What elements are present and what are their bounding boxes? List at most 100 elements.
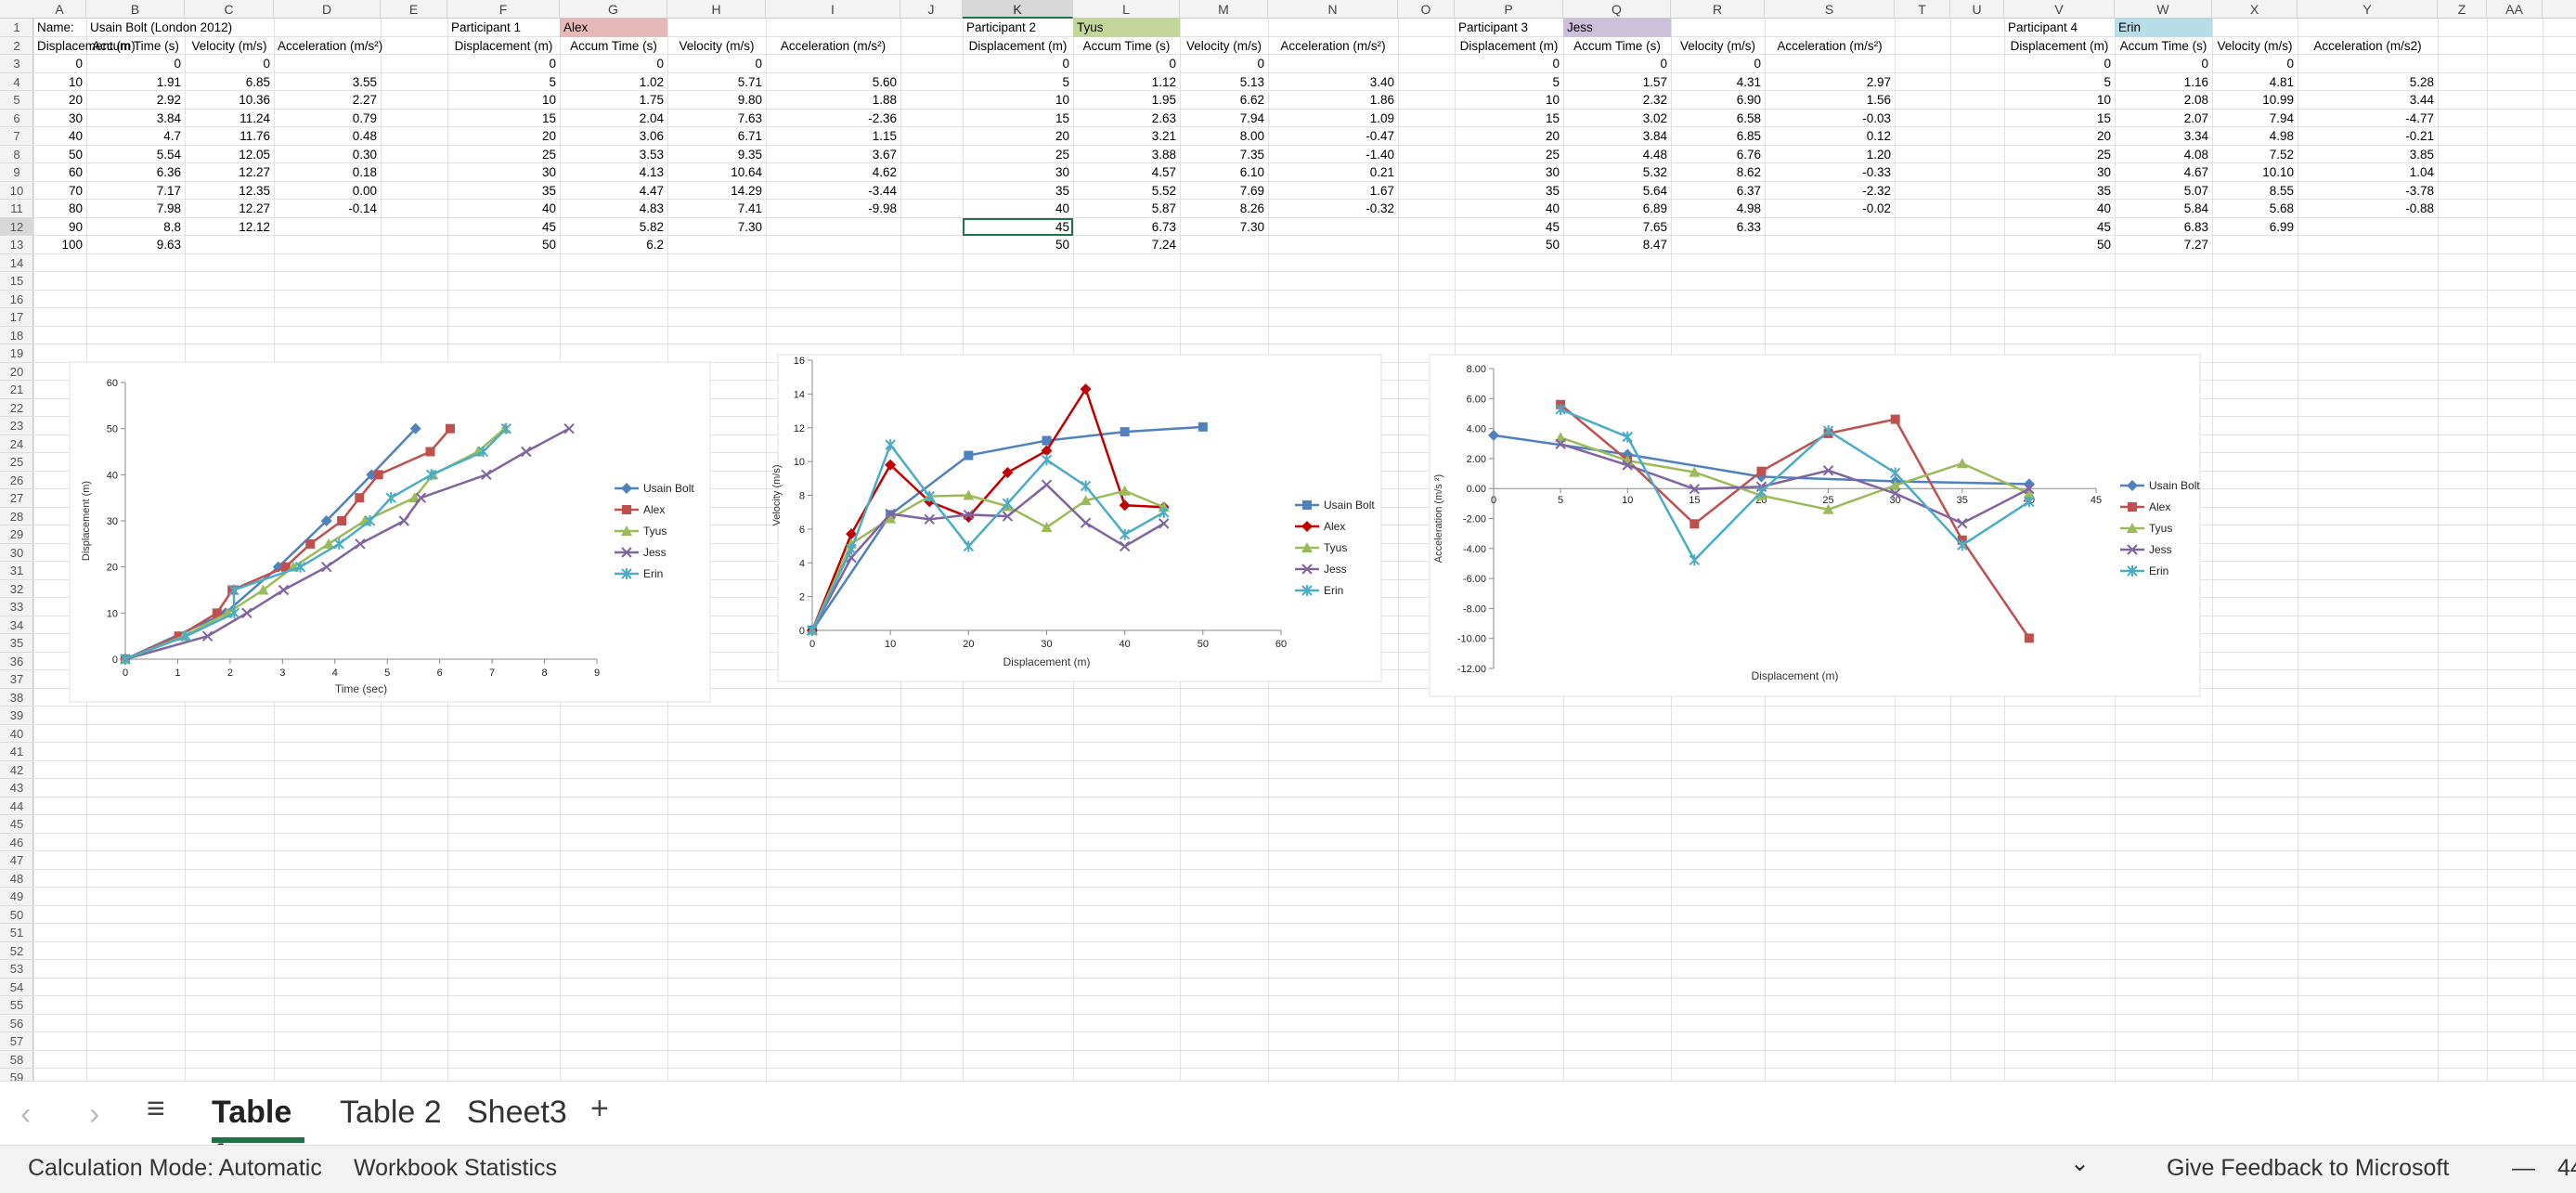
column-header-f[interactable]: F: [447, 0, 560, 19]
row-header-1[interactable]: 1: [0, 19, 33, 37]
p3-data-cell[interactable]: 35: [1545, 183, 1560, 198]
p3-data-cell[interactable]: 4.98: [1736, 201, 1761, 215]
row-header-43[interactable]: 43: [0, 779, 33, 797]
p3-data-cell[interactable]: -0.33: [1862, 165, 1891, 179]
p3-data-cell[interactable]: 0: [1660, 57, 1667, 71]
row-header-20[interactable]: 20: [0, 363, 33, 381]
column-header-r[interactable]: R: [1671, 0, 1765, 19]
usain-data-cell[interactable]: 11.24: [239, 110, 270, 125]
usain-data-cell[interactable]: 10.36: [239, 93, 270, 107]
usain-data-cell[interactable]: 7.17: [156, 183, 181, 198]
usain-data-cell[interactable]: 4.7: [163, 129, 181, 143]
series-erin[interactable]: Erin: [1555, 403, 2168, 577]
row-header-37[interactable]: 37: [0, 670, 33, 689]
column-header-d[interactable]: D: [274, 0, 381, 19]
p1-data-cell[interactable]: 0: [755, 57, 762, 71]
p1-data-cell[interactable]: -2.36: [868, 110, 897, 125]
column-header-c[interactable]: C: [185, 0, 274, 19]
p2-data-cell[interactable]: 8.00: [1239, 129, 1264, 143]
p2-data-cell[interactable]: 7.30: [1239, 219, 1264, 234]
p2-data-cell[interactable]: -0.47: [1366, 129, 1394, 143]
p4-data-cell[interactable]: 20: [2096, 129, 2111, 143]
p2-data-cell[interactable]: 35: [1055, 183, 1069, 198]
column-header-m[interactable]: M: [1180, 0, 1268, 19]
usain-data-cell[interactable]: 1.91: [156, 74, 181, 89]
series-erin[interactable]: Erin: [120, 422, 663, 665]
p4-label-cell[interactable]: Participant 4: [2008, 20, 2078, 34]
p1-data-cell[interactable]: 1.75: [639, 93, 664, 107]
p4-data-cell[interactable]: 4.81: [2269, 74, 2294, 89]
chart-1[interactable]: 0 10 20 30 40 50 60 0 1 2 3 4 5 6 7 8 9 Time (sec) Displac…: [69, 361, 711, 703]
p1-header-cell[interactable]: Velocity (m/s): [679, 38, 755, 53]
p2-data-cell[interactable]: 6.62: [1239, 93, 1264, 107]
p4-data-cell[interactable]: 5.07: [2183, 183, 2208, 198]
row-header-33[interactable]: 33: [0, 598, 33, 616]
usain-data-cell[interactable]: 2.27: [352, 93, 377, 107]
usain-header-cell[interactable]: Accum Time (s): [92, 38, 179, 53]
p1-data-cell[interactable]: 40: [541, 201, 556, 215]
p1-data-cell[interactable]: 5.60: [872, 74, 897, 89]
p3-data-cell[interactable]: 6.89: [1642, 201, 1667, 215]
p4-name-cell[interactable]: Erin: [2115, 19, 2212, 37]
p4-data-cell[interactable]: -0.21: [2405, 129, 2434, 143]
p2-label-cell[interactable]: Participant 2: [966, 20, 1037, 34]
usain-data-cell[interactable]: 9.63: [156, 238, 181, 252]
p1-data-cell[interactable]: -3.44: [868, 183, 897, 198]
usain-data-cell[interactable]: 0: [174, 57, 181, 71]
p2-data-cell[interactable]: 7.35: [1239, 147, 1264, 162]
p2-data-cell[interactable]: 5: [1062, 74, 1069, 89]
row-headers[interactable]: 1 2 3 4 5 6 7 8 9 10 11 12 13 14 15 16 17 18 19 20 21 22 23 24 2…: [0, 0, 33, 1081]
row-header-46[interactable]: 46: [0, 834, 33, 851]
usain-data-cell[interactable]: 100: [61, 238, 83, 252]
usain-data-cell[interactable]: 8.8: [163, 219, 181, 234]
usain-data-cell[interactable]: 30: [68, 110, 83, 125]
usain-data-cell[interactable]: 6.85: [245, 74, 270, 89]
column-headers[interactable]: A B C D E F G H I J K L M N O P Q R S T U V W X Y Z AA: [0, 0, 2576, 19]
p4-data-cell[interactable]: 5.84: [2183, 201, 2208, 215]
usain-data-cell[interactable]: 6.36: [156, 165, 181, 179]
usain-data-cell[interactable]: 12.27: [239, 165, 270, 179]
p1-data-cell[interactable]: 5: [549, 74, 556, 89]
usain-data-cell[interactable]: 60: [68, 165, 83, 179]
row-header-42[interactable]: 42: [0, 761, 33, 779]
p4-data-cell[interactable]: -3.78: [2405, 183, 2434, 198]
chart-3[interactable]: -12.00 -10.00 -8.00 -6.00 -4.00 -2.00 0.00 2.00…: [1429, 354, 2201, 697]
p2-data-cell[interactable]: 6.10: [1239, 165, 1264, 179]
usain-data-cell[interactable]: 0: [75, 57, 83, 71]
p3-name-cell[interactable]: Jess: [1563, 19, 1671, 37]
usain-data-cell[interactable]: 5.54: [156, 147, 181, 162]
row-header-5[interactable]: 5: [0, 91, 33, 110]
column-header-u[interactable]: U: [1950, 0, 2004, 19]
p2-data-cell[interactable]: 6.73: [1151, 219, 1176, 234]
p2-data-cell[interactable]: 0: [1062, 57, 1069, 71]
p1-data-cell[interactable]: 6.71: [737, 129, 762, 143]
p3-data-cell[interactable]: 7.65: [1642, 219, 1667, 234]
column-header-o[interactable]: O: [1398, 0, 1455, 19]
name-label-cell[interactable]: Name:: [37, 20, 74, 34]
row-header-21[interactable]: 21: [0, 381, 33, 399]
p3-data-cell[interactable]: 8.62: [1736, 165, 1761, 179]
p2-data-cell[interactable]: 5.87: [1151, 201, 1176, 215]
usain-data-cell[interactable]: 0.00: [352, 183, 377, 198]
row-header-55[interactable]: 55: [0, 996, 33, 1015]
p2-data-cell[interactable]: 1.67: [1369, 183, 1394, 198]
p3-data-cell[interactable]: 2.32: [1642, 93, 1667, 107]
column-header-aa[interactable]: AA: [2487, 0, 2543, 19]
p2-header-cell[interactable]: Displacement (m): [968, 38, 1068, 53]
row-header-36[interactable]: 36: [0, 653, 33, 670]
usain-data-cell[interactable]: 90: [68, 219, 83, 234]
p3-data-cell[interactable]: 6.90: [1736, 93, 1761, 107]
p1-data-cell[interactable]: 35: [541, 183, 556, 198]
usain-data-cell[interactable]: 12.35: [239, 183, 270, 198]
p1-data-cell[interactable]: 9.35: [737, 147, 762, 162]
p4-data-cell[interactable]: 7.94: [2269, 110, 2294, 125]
p2-data-cell[interactable]: 3.40: [1369, 74, 1394, 89]
p4-header-cell[interactable]: Velocity (m/s): [2217, 38, 2293, 53]
p4-data-cell[interactable]: 5.28: [2409, 74, 2434, 89]
p3-data-cell[interactable]: 15: [1545, 110, 1560, 125]
p2-name-cell[interactable]: Tyus: [1073, 19, 1180, 37]
p4-header-cell[interactable]: Displacement (m): [2010, 38, 2109, 53]
row-header-32[interactable]: 32: [0, 580, 33, 598]
row-header-6[interactable]: 6: [0, 110, 33, 127]
p2-data-cell[interactable]: 40: [1055, 201, 1069, 215]
